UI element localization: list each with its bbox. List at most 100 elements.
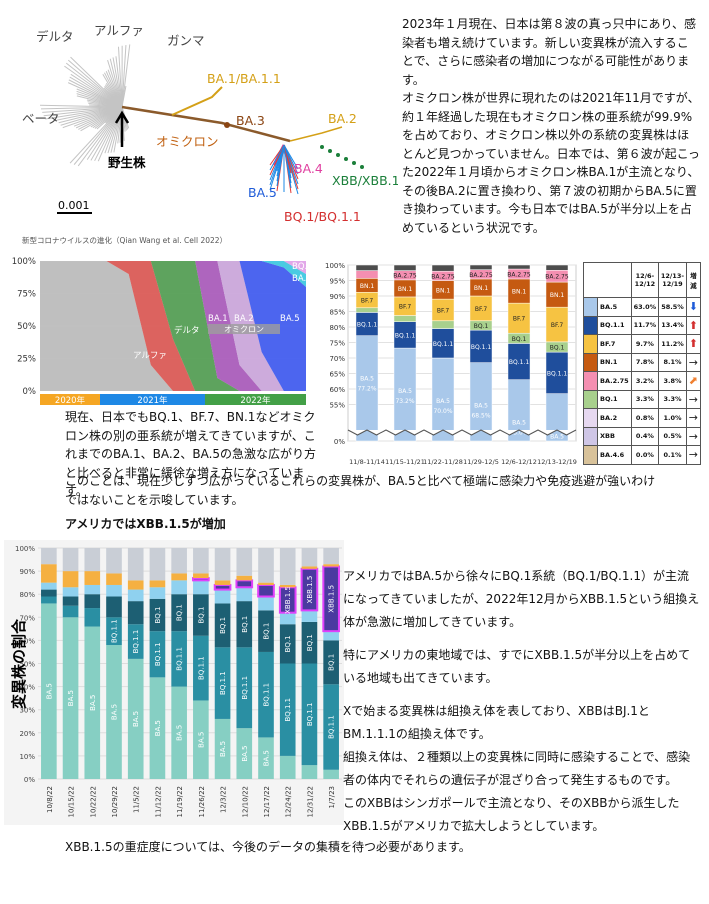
area <box>40 261 306 391</box>
bar-segment <box>62 596 79 606</box>
tree-label: アルファ <box>94 23 144 38</box>
y-axis-title: 変異株の割合 <box>10 618 28 709</box>
table-row: BQ.1.1 11.7% 13.4% ⬆ <box>583 315 702 335</box>
x-tick-label: 12/13-12/19 <box>537 458 577 466</box>
bar-segment <box>279 612 296 625</box>
table-row: BA.2 0.8% 1.0% → <box>583 408 702 428</box>
y-tick-label: 90% <box>329 293 345 301</box>
table-row: BF.7 9.7% 11.2% ⬆ <box>583 334 702 354</box>
area-label: BQ.1 <box>292 262 312 272</box>
segment-label: BQ.1 <box>219 617 227 634</box>
segment-label: BA.2.75 <box>431 273 455 280</box>
bar-segment <box>127 548 144 581</box>
segment-label: BA.5 <box>132 711 140 727</box>
section-heading: アメリカではXBB.1.5が増加 <box>65 517 226 531</box>
bar-segment <box>355 270 379 279</box>
branch <box>86 106 123 160</box>
branch <box>73 106 123 127</box>
segment-label: BA.5 <box>263 750 271 766</box>
segment-label: BA.5 <box>360 376 374 383</box>
variant-name: BA.5 <box>597 297 632 317</box>
segment-label: BQ.1.1 <box>395 332 415 339</box>
bar-segment <box>106 645 122 779</box>
x-tick-label: 11/12/22 <box>154 786 162 817</box>
bar-segment <box>258 610 274 652</box>
branch <box>97 106 123 162</box>
x-tick-label: 10/29/22 <box>111 786 119 817</box>
segment-label: BN.1 <box>474 285 489 292</box>
x-tick-label: 11/26/22 <box>198 786 206 817</box>
area-label: BA.5 <box>280 314 300 324</box>
variant-table: 12/6-12/12 12/13-12/19 増減 BA.5 63.0% 58.5% ⬇ BQ… <box>583 262 702 465</box>
segment-label: BA.5 <box>154 720 162 736</box>
branch <box>117 46 123 108</box>
segment-label: BA.5 <box>111 704 119 720</box>
header-row: 12/6-12/12 12/13-12/19 増減 <box>583 262 702 298</box>
bar-segment <box>149 631 166 678</box>
bar-segment <box>236 575 253 581</box>
xbb-dot <box>320 145 324 149</box>
segment-label: BA.5 <box>436 398 450 405</box>
bar-segment <box>301 566 318 569</box>
paragraph: 組換え体は、２種類以上の変異株に同時に感染することで、感染者の体内でそれらの遺伝… <box>343 750 691 787</box>
ba5-branch <box>269 144 285 171</box>
segment-label: BA.5 <box>45 683 53 699</box>
header-cell: 12/6-12/12 <box>630 262 660 298</box>
branch <box>86 99 123 108</box>
bar-segment <box>279 548 296 585</box>
ba1-branch <box>171 86 223 116</box>
bar-segment <box>235 579 254 589</box>
segment-label: BA.2.75 <box>469 272 493 279</box>
segment-label: BA.5 <box>398 388 412 395</box>
branch <box>77 106 123 167</box>
value-label: 58.5% <box>547 444 566 451</box>
swatch <box>583 371 598 391</box>
segment-label: BQ.1 <box>176 604 184 621</box>
bar-segment <box>236 587 253 602</box>
segment-label: BF.7 <box>361 298 374 305</box>
segment-label: BN.1 <box>398 286 413 293</box>
bar-segment <box>171 580 187 595</box>
segment-label: BQ.1.1 <box>263 683 271 707</box>
value-cell: 11.2% <box>658 334 687 354</box>
area-label: デルタ <box>174 325 200 336</box>
table-row: BA.5 63.0% 58.5% ⬇ <box>583 297 702 317</box>
variant-name: BQ.1 <box>597 389 632 409</box>
swatch <box>583 315 598 335</box>
bar-segment <box>258 596 274 611</box>
branch <box>65 62 123 108</box>
bar-segment <box>149 548 166 581</box>
branch <box>121 45 127 108</box>
bar-segment <box>41 596 57 604</box>
value-label: 68.5% <box>471 413 490 420</box>
branch <box>76 88 123 108</box>
table-row: BA.2.75 3.2% 3.8% ⬈ <box>583 371 702 391</box>
y-tick-label: 75% <box>329 340 345 348</box>
branch <box>115 56 123 108</box>
y-tick-label: 85% <box>329 309 345 317</box>
value-cell: 0.4% <box>630 426 660 446</box>
bar-segment <box>279 755 296 779</box>
annotation: オミクロン <box>224 325 264 334</box>
paragraph: アメリカではBA.5から徐々にBQ.1系統（BQ.1/BQ.1.1）が主流になっ… <box>343 569 700 629</box>
variant-name: BA.4.6 <box>597 445 632 465</box>
segment-label: BA.2.75 <box>507 271 531 278</box>
y-tick-label: 90% <box>19 568 35 576</box>
value-cell: 3.2% <box>630 371 660 391</box>
header-cell: 12/13-12/19 <box>658 262 687 298</box>
year-label: 2021年 <box>137 395 168 406</box>
segment-label: BQ.1 <box>474 323 489 330</box>
bar-segment <box>323 631 339 641</box>
bar-segment <box>171 594 187 632</box>
bar-segment <box>193 700 209 779</box>
area-label: BA.2.75 <box>292 274 312 284</box>
segment-label: BQ.1.1 <box>284 698 292 722</box>
branch <box>94 106 123 162</box>
bar-segment <box>236 601 253 648</box>
wild-arrow <box>114 110 130 147</box>
bar-segment <box>193 635 209 701</box>
bar-segment <box>193 580 209 595</box>
bar-segment <box>127 658 144 779</box>
bar-segment <box>301 663 318 766</box>
